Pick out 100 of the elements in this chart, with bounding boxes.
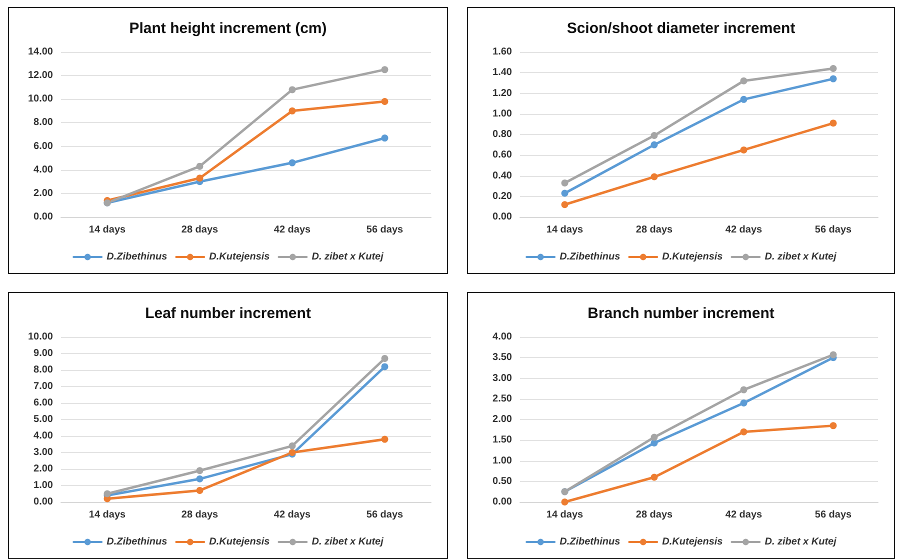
- y-tick-label: 1.40: [492, 67, 512, 78]
- point: [381, 98, 388, 105]
- y-tick-label: 0.80: [492, 129, 512, 140]
- point: [740, 77, 748, 84]
- y-tick-label: 6.00: [34, 140, 54, 152]
- y-tick-label: 7.00: [34, 381, 54, 392]
- x-tick-label: 42 days: [725, 224, 763, 236]
- point: [740, 146, 748, 154]
- legend-label: D. zibet x Kutej: [764, 252, 837, 262]
- x-tick-label: 14 days: [88, 510, 126, 520]
- y-tick-label: 10.00: [28, 94, 54, 105]
- y-tick-label: 1.00: [492, 108, 512, 120]
- legend-label: D.Kutejensis: [209, 252, 270, 262]
- y-tick-label: 5.00: [34, 414, 54, 425]
- y-tick-label: 6.00: [34, 398, 54, 408]
- y-tick-label: 4.00: [34, 430, 54, 442]
- point: [196, 475, 204, 482]
- x-tick-label: 42 days: [274, 510, 312, 520]
- point: [650, 440, 658, 447]
- y-tick-label: 0.60: [492, 150, 512, 161]
- y-tick-label: 3.00: [492, 372, 512, 384]
- y-tick-label: 10.00: [28, 332, 54, 342]
- point: [196, 486, 204, 494]
- point: [381, 354, 388, 362]
- y-tick-label: 4.00: [34, 164, 54, 176]
- point: [830, 75, 837, 82]
- y-tick-label: 2.00: [492, 414, 512, 425]
- x-tick-label: 28 days: [636, 224, 674, 236]
- x-tick-label: 42 days: [725, 510, 763, 520]
- chart-title: Branch number increment: [588, 305, 774, 322]
- point: [288, 107, 296, 114]
- y-tick-label: 2.00: [34, 464, 54, 474]
- y-tick-label: 3.50: [492, 352, 512, 364]
- point: [740, 96, 748, 103]
- y-tick-label: 12.00: [28, 70, 54, 82]
- point: [740, 386, 748, 394]
- x-tick-label: 56 days: [366, 510, 404, 520]
- chart-title: Leaf number increment: [145, 305, 311, 322]
- legend-label: D.Zibethinus: [106, 252, 168, 262]
- x-tick-label: 28 days: [636, 510, 674, 520]
- point: [561, 498, 568, 506]
- legend-label: D.Kutejensis: [209, 536, 270, 548]
- point: [381, 134, 388, 142]
- y-tick-label: 9.00: [34, 348, 54, 359]
- point: [288, 86, 296, 94]
- y-tick-label: 3.00: [34, 447, 54, 458]
- y-tick-label: 8.00: [34, 117, 54, 128]
- y-tick-label: 0.50: [492, 476, 512, 487]
- y-tick-label: 0.00: [492, 212, 512, 222]
- point: [196, 467, 204, 474]
- y-tick-label: 0.00: [34, 496, 54, 508]
- legend-label: D.Kutejensis: [662, 536, 724, 548]
- x-tick-label: 14 days: [88, 224, 126, 236]
- y-tick-label: 1.00: [492, 455, 512, 466]
- legend-label: D. zibet x Kutej: [312, 252, 384, 262]
- y-tick-label: 0.40: [492, 170, 512, 182]
- y-tick-label: 1.50: [492, 434, 512, 446]
- y-tick-label: 2.00: [34, 188, 54, 199]
- point: [830, 65, 837, 72]
- point: [196, 174, 204, 182]
- legend-label: D.Kutejensis: [662, 252, 724, 262]
- point: [288, 159, 296, 166]
- point: [381, 363, 388, 370]
- y-tick-label: 8.00: [34, 364, 54, 376]
- x-tick-label: 56 days: [814, 224, 852, 236]
- x-tick-label: 42 days: [274, 224, 312, 236]
- x-tick-label: 56 days: [814, 510, 852, 520]
- legend-label: D.Zibethinus: [106, 536, 168, 548]
- point: [740, 400, 748, 406]
- point: [381, 436, 388, 443]
- x-tick-label: 28 days: [181, 224, 219, 236]
- point: [740, 428, 748, 436]
- point: [650, 434, 658, 441]
- y-tick-label: 0.20: [492, 190, 512, 202]
- point: [561, 179, 568, 186]
- point: [561, 201, 568, 208]
- y-tick-label: 1.60: [492, 46, 512, 58]
- x-tick-label: 14 days: [546, 510, 584, 520]
- x-tick-label: 28 days: [181, 510, 219, 520]
- chart-title: Scion/shoot diameter increment: [566, 20, 796, 37]
- x-tick-label: 56 days: [366, 224, 404, 236]
- point: [561, 190, 568, 197]
- y-tick-label: 4.00: [492, 332, 512, 342]
- point: [650, 173, 658, 180]
- y-tick-label: 1.00: [34, 480, 54, 491]
- y-tick-label: 1.20: [492, 88, 512, 99]
- point: [650, 474, 658, 481]
- legend-label: D. zibet x Kutej: [312, 536, 384, 548]
- point: [830, 120, 837, 127]
- y-tick-label: 2.50: [492, 393, 512, 404]
- point: [650, 141, 658, 148]
- y-tick-label: 0.00: [34, 212, 54, 222]
- chart-title: Plant height increment (cm): [129, 20, 327, 37]
- point: [650, 132, 658, 140]
- point: [381, 66, 388, 74]
- point: [830, 351, 837, 358]
- point: [196, 162, 204, 170]
- y-tick-label: 0.00: [492, 496, 512, 508]
- legend-label: D.Zibethinus: [560, 536, 621, 548]
- point: [830, 422, 837, 430]
